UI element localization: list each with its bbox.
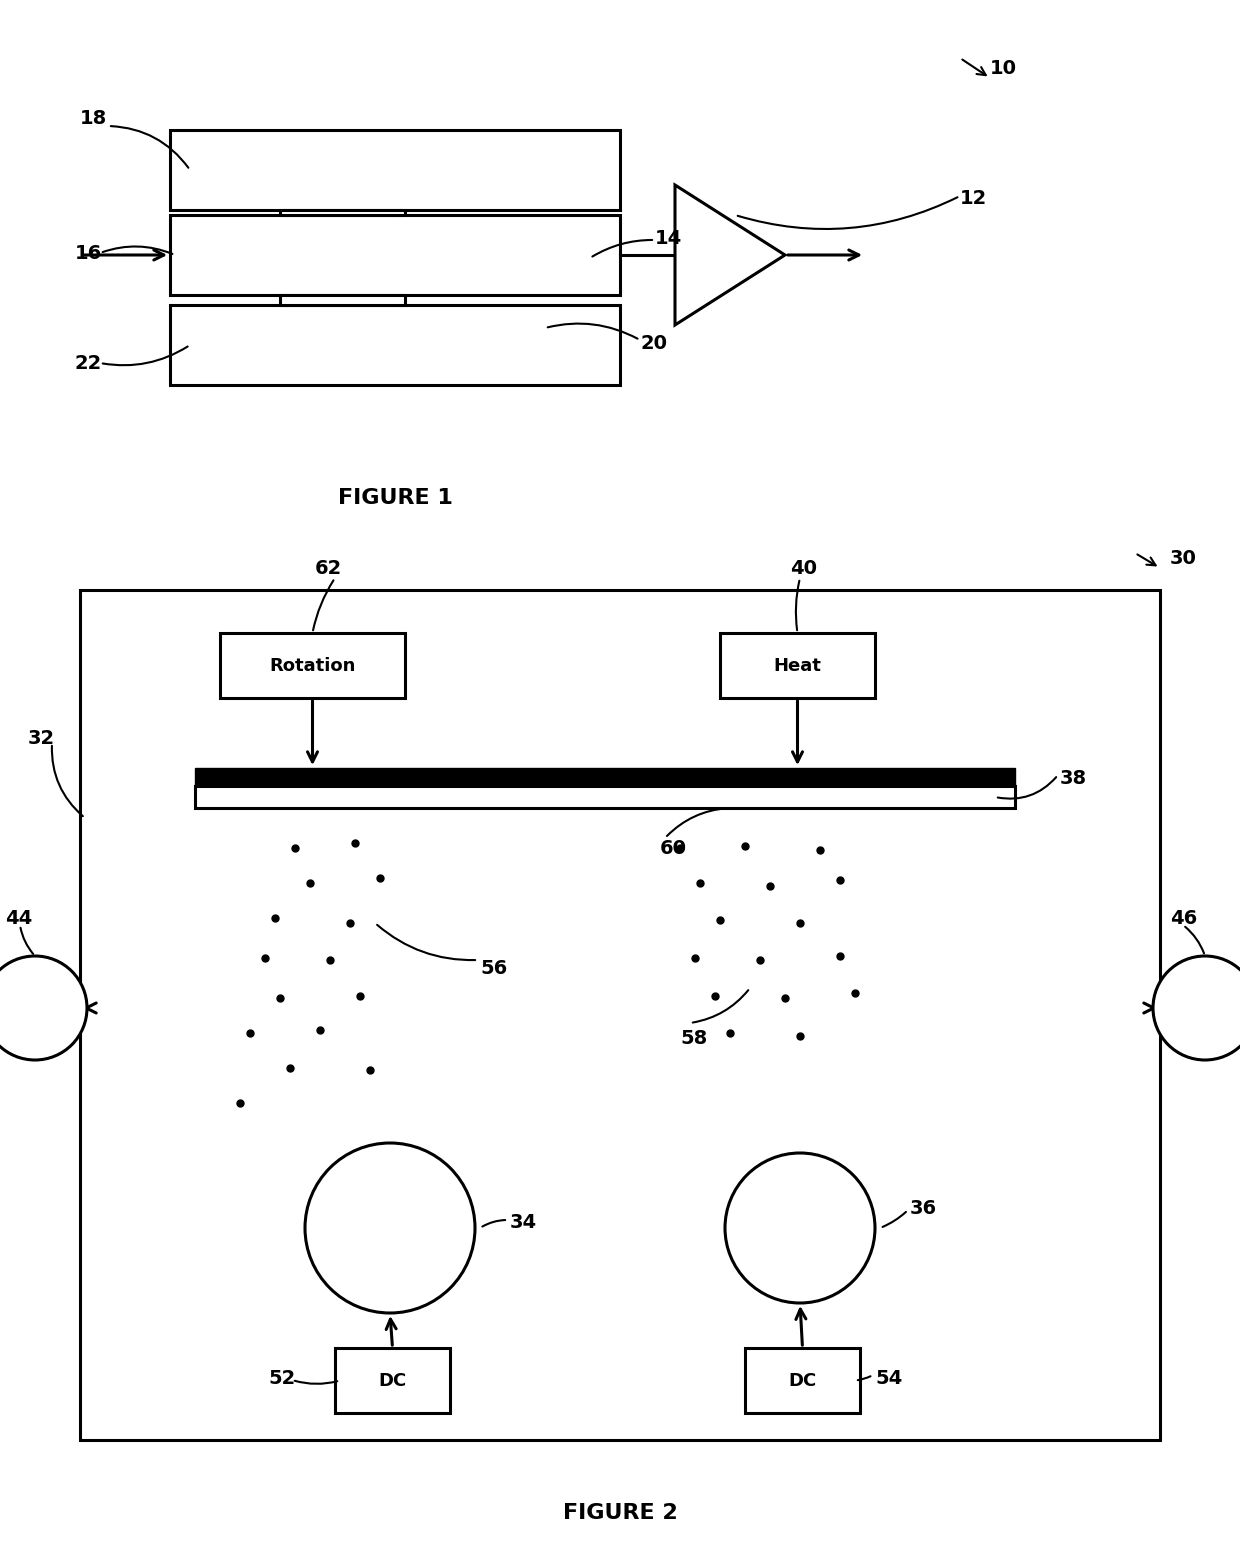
Bar xyxy=(720,633,875,698)
Text: 22: 22 xyxy=(74,353,102,373)
Text: 14: 14 xyxy=(655,229,682,248)
Text: FIGURE 2: FIGURE 2 xyxy=(563,1504,677,1523)
Text: DC: DC xyxy=(789,1372,817,1389)
Bar xyxy=(81,590,1159,1439)
Ellipse shape xyxy=(305,1143,475,1312)
Text: 58: 58 xyxy=(680,1029,707,1047)
Text: 38: 38 xyxy=(1060,768,1087,787)
Ellipse shape xyxy=(725,1152,875,1303)
Text: Rotation: Rotation xyxy=(269,657,356,674)
Text: Cobalt: Cobalt xyxy=(360,1218,420,1237)
Ellipse shape xyxy=(0,956,87,1060)
Bar xyxy=(280,295,405,306)
Text: 34: 34 xyxy=(510,1214,537,1232)
Text: 36: 36 xyxy=(910,1198,937,1217)
Bar xyxy=(745,1348,861,1413)
Polygon shape xyxy=(675,185,785,325)
Bar xyxy=(195,786,1016,808)
Text: 46: 46 xyxy=(1171,908,1198,928)
Bar xyxy=(280,210,405,215)
Bar xyxy=(170,306,620,386)
Text: 40: 40 xyxy=(790,558,817,577)
Text: 54: 54 xyxy=(875,1369,903,1388)
Bar xyxy=(335,1348,450,1413)
Text: 56: 56 xyxy=(480,958,507,977)
Text: 32: 32 xyxy=(29,729,55,748)
Text: $O_2$: $O_2$ xyxy=(1194,997,1216,1018)
Text: 16: 16 xyxy=(74,243,102,262)
Text: 20: 20 xyxy=(640,334,667,353)
Text: La: La xyxy=(789,1218,812,1237)
Bar xyxy=(170,215,620,295)
Text: 12: 12 xyxy=(960,188,987,207)
Text: 44: 44 xyxy=(5,908,32,928)
Text: 30: 30 xyxy=(1171,549,1197,568)
Text: 60: 60 xyxy=(660,839,687,858)
Bar xyxy=(195,768,1016,786)
Text: 52: 52 xyxy=(268,1369,295,1388)
Text: DC: DC xyxy=(378,1372,407,1389)
Text: FIGURE 1: FIGURE 1 xyxy=(337,488,453,508)
Text: 62: 62 xyxy=(315,558,342,577)
Text: Ar: Ar xyxy=(24,999,46,1018)
Text: Heat: Heat xyxy=(774,657,821,674)
Ellipse shape xyxy=(1153,956,1240,1060)
Text: 18: 18 xyxy=(81,108,107,127)
Bar xyxy=(170,130,620,210)
Bar xyxy=(219,633,405,698)
Text: 10: 10 xyxy=(990,58,1017,77)
